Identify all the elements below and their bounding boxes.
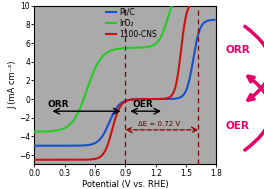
Text: OER: OER bbox=[133, 101, 153, 109]
X-axis label: Potential (V vs. RHE): Potential (V vs. RHE) bbox=[82, 180, 169, 189]
Text: ORR: ORR bbox=[225, 45, 250, 55]
Text: ΔE = 0.72 V: ΔE = 0.72 V bbox=[138, 121, 180, 127]
Text: OER: OER bbox=[226, 121, 250, 131]
Legend: Pt/C, IrO₂, 1100-CNS: Pt/C, IrO₂, 1100-CNS bbox=[106, 8, 157, 39]
Text: ORR: ORR bbox=[48, 101, 69, 109]
Y-axis label: J (mA cm⁻²): J (mA cm⁻²) bbox=[8, 61, 17, 109]
